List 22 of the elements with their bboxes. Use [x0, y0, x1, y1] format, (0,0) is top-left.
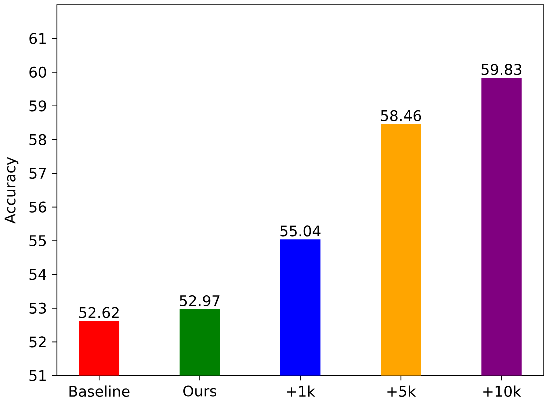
data-label: 55.04 [280, 226, 321, 237]
y-tick-label: 53 [30, 302, 46, 314]
x-tick-label: +1k [287, 386, 316, 397]
y-axis-title: Accuracy [4, 157, 19, 224]
y-tick-label: 54 [30, 269, 46, 280]
data-label: 59.83 [482, 64, 522, 76]
y-tick-label: 57 [30, 168, 46, 180]
y-tick-label: 52 [30, 336, 46, 348]
y-tick-label: 58 [30, 134, 46, 146]
y-tick-label: 51 [30, 370, 46, 382]
data-label: 58.46 [381, 110, 422, 122]
x-tick-label: Ours [184, 386, 217, 397]
y-tick-label: 61 [30, 33, 46, 44]
data-label: 52.97 [180, 296, 220, 307]
data-label: 52.62 [80, 307, 119, 318]
x-tick-label: Baseline [70, 386, 130, 398]
y-tick-label: 59 [30, 100, 46, 112]
y-tick-label: 56 [30, 202, 46, 213]
x-tick-label: +5k [388, 386, 416, 398]
y-tick-label: 55 [30, 236, 46, 247]
x-tick-label: +10k [484, 386, 522, 398]
y-tick-label: 60 [30, 66, 46, 78]
